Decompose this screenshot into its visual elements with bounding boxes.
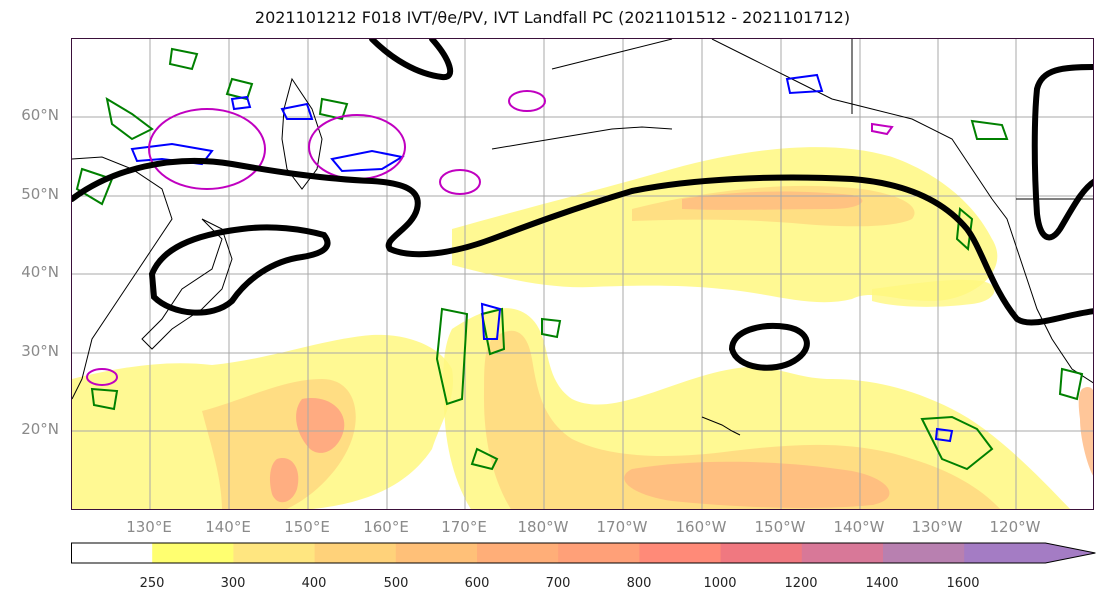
magenta-contour-east [508,90,546,112]
ivt-west-core-2 [269,458,299,503]
lon-label-150w: 150°W [754,518,806,536]
coastline-hawaii [701,416,741,436]
coastline-na-west [991,198,1093,384]
colorbar-segment [964,543,1096,563]
coastline-alaska [551,39,993,200]
colorbar-tick: 1200 [784,576,818,591]
coastline-asia [72,156,173,400]
lon-label-140w: 140°W [833,518,885,536]
colorbar-tick: 1000 [703,576,737,591]
lat-label-40n: 40°N [21,263,59,281]
map-panel [71,38,1094,510]
colorbar-segment [720,543,803,563]
lon-label-170w: 170°W [596,518,648,536]
magenta-contour-small [439,169,481,195]
landfall-pc-contours [72,39,1093,371]
ivt-colorbar [71,542,1096,564]
theta-contours-blue [130,73,954,443]
lon-label-160w: 160°W [675,518,727,536]
colorbar-segment [883,543,965,563]
colorbar-segment [639,543,722,563]
colorbar-segment [558,543,640,563]
coastline-japan [141,218,233,350]
colorbar-tick: 1600 [946,576,980,591]
pv-contours-green [75,47,1084,471]
map-canvas [72,39,1093,509]
lon-label-130w: 130°W [911,518,963,536]
landfall-contour-japan-loop [148,224,331,316]
ivt-band-north-light [452,147,998,303]
colorbar-tick: 250 [139,576,165,591]
colorbar-segment [477,543,559,563]
colorbar-segment [233,543,316,563]
magenta-contour-ne [871,122,894,136]
colorbar-segment [152,543,234,563]
colorbar-segment [71,543,153,563]
magenta-contour-west [148,108,266,190]
ivt-central-mid [484,330,1001,509]
lat-label-60n: 60°N [21,106,59,124]
ivt-shading [72,147,1093,509]
ivt-central-core [624,461,890,508]
colorbar-outline [71,542,1096,564]
colorbar-segment [314,543,397,563]
landfall-contour-main [72,157,1093,326]
coastline-aleutians [491,126,673,150]
colorbar-tick: 400 [301,576,327,591]
magenta-contour-sw [86,368,118,386]
landfall-contour-ne-loop [1031,64,1093,241]
lon-label-120w: 120°W [989,518,1041,536]
colorbar-tick: 800 [626,576,652,591]
map-title: 2021101212 F018 IVT/θe/PV, IVT Landfall … [254,8,851,27]
colorbar-segment [395,543,478,563]
lat-label-50n: 50°N [21,185,59,203]
colorbar-tick: 700 [545,576,571,591]
landfall-contour-top [369,39,454,81]
colorbar-tick: 500 [383,576,409,591]
coastlines [72,39,1093,436]
colorbar-tick: 300 [220,576,246,591]
lon-label-160e: 160°E [363,518,409,536]
ivt-east-mid-lat [872,279,995,307]
lon-label-170e: 170°E [441,518,487,536]
ivt-far-east [1078,387,1093,476]
lon-label-130e: 130°E [126,518,172,536]
coastline-kamchatka [281,77,323,190]
lon-label-180w: 180°W [517,518,569,536]
colorbar-tick: 1400 [865,576,899,591]
lat-label-20n: 20°N [21,420,59,438]
landfall-contour-midpac-loop [728,323,810,371]
lon-label-140e: 140°E [205,518,251,536]
lat-label-30n: 30°N [21,342,59,360]
lon-label-150e: 150°E [284,518,330,536]
colorbar-tick: 600 [464,576,490,591]
colorbar-segment [801,543,884,563]
